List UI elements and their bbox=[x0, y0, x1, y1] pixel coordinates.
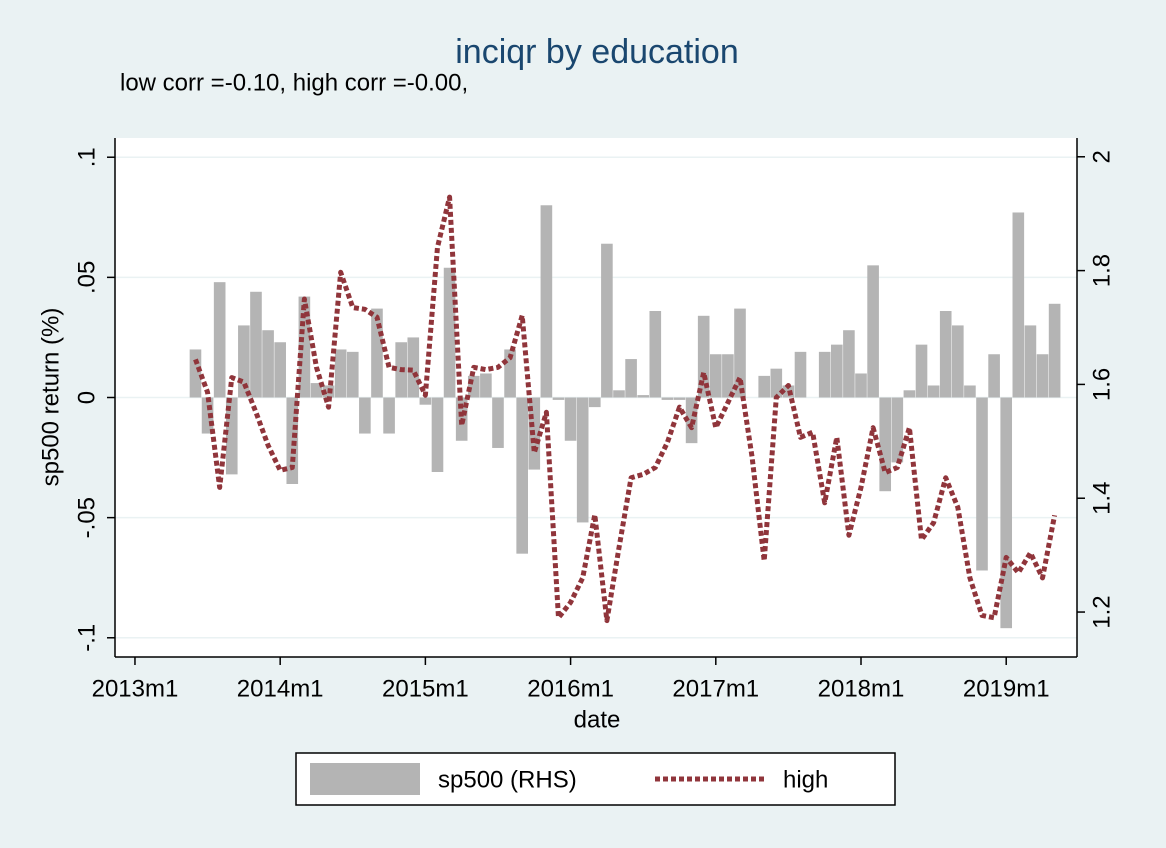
bar bbox=[915, 344, 928, 398]
bar bbox=[467, 375, 480, 398]
bar bbox=[359, 397, 371, 434]
bar bbox=[189, 349, 202, 398]
bar bbox=[613, 390, 625, 398]
bar bbox=[867, 265, 879, 398]
bar bbox=[262, 330, 274, 398]
x-tick-label: 2018m1 bbox=[818, 675, 905, 702]
bar bbox=[625, 359, 637, 398]
bar bbox=[697, 315, 710, 398]
bar bbox=[274, 342, 286, 398]
bar bbox=[855, 373, 867, 398]
y-axis-title: sp500 return (%) bbox=[37, 308, 64, 487]
bar bbox=[794, 351, 807, 398]
bar bbox=[371, 308, 383, 398]
bar bbox=[722, 354, 734, 398]
bar bbox=[564, 397, 577, 441]
y2-tick-label: 2 bbox=[1088, 150, 1115, 163]
bar bbox=[383, 397, 395, 434]
bar bbox=[225, 397, 238, 475]
y-tick-label: -.05 bbox=[73, 497, 100, 538]
y-tick-label: 0 bbox=[73, 391, 100, 404]
bar bbox=[588, 397, 601, 408]
bar bbox=[213, 282, 226, 398]
y-tick-label: .1 bbox=[73, 147, 100, 167]
x-tick-label: 2016m1 bbox=[527, 675, 614, 702]
bar bbox=[939, 311, 952, 398]
bar bbox=[1000, 397, 1013, 629]
bar bbox=[818, 351, 831, 398]
legend-swatch bbox=[310, 763, 420, 795]
y2-tick-label: 1.2 bbox=[1088, 595, 1115, 628]
bar bbox=[976, 397, 988, 571]
bar bbox=[238, 325, 250, 398]
legend-label: high bbox=[783, 766, 828, 793]
bar bbox=[843, 330, 855, 398]
bar bbox=[1036, 354, 1049, 398]
bar bbox=[988, 354, 1000, 398]
chart-title: inciqr by education bbox=[455, 33, 739, 71]
bar bbox=[298, 296, 311, 398]
bar bbox=[964, 385, 976, 398]
y2-tick-label: 1.4 bbox=[1088, 482, 1115, 515]
x-tick-label: 2015m1 bbox=[382, 675, 469, 702]
bar bbox=[407, 337, 420, 398]
bar bbox=[952, 325, 964, 398]
bar bbox=[576, 397, 589, 523]
bar bbox=[504, 349, 516, 398]
bar bbox=[879, 397, 892, 492]
bar bbox=[334, 349, 347, 398]
bar bbox=[1048, 303, 1061, 398]
bar bbox=[709, 354, 722, 398]
legend-label: sp500 (RHS) bbox=[438, 766, 577, 793]
bar bbox=[903, 390, 916, 398]
x-tick-label: 2013m1 bbox=[92, 675, 179, 702]
bar bbox=[601, 243, 613, 398]
bar bbox=[540, 205, 553, 398]
chart-subtitle: low corr =-0.10, high corr =-0.00, bbox=[120, 69, 468, 96]
x-tick-label: 2019m1 bbox=[963, 675, 1050, 702]
bar bbox=[250, 291, 262, 398]
bar bbox=[927, 385, 940, 398]
bar bbox=[431, 397, 444, 472]
x-tick-label: 2017m1 bbox=[672, 675, 759, 702]
bar bbox=[649, 311, 662, 398]
bar bbox=[492, 397, 504, 448]
x-tick-label: 2014m1 bbox=[237, 675, 324, 702]
y-tick-label: -.1 bbox=[73, 624, 100, 652]
y2-tick-label: 1.8 bbox=[1088, 254, 1115, 287]
bar bbox=[661, 397, 674, 400]
bar bbox=[770, 368, 783, 398]
line bbox=[193, 194, 1058, 624]
bar bbox=[830, 344, 843, 398]
bar bbox=[480, 373, 492, 398]
y2-tick-label: 1.6 bbox=[1088, 368, 1115, 401]
bar bbox=[673, 397, 686, 400]
bar bbox=[891, 397, 904, 463]
y-tick-label: .05 bbox=[73, 261, 100, 294]
x-axis-title: date bbox=[574, 706, 621, 733]
bar bbox=[637, 395, 650, 398]
bar bbox=[758, 375, 771, 398]
bar bbox=[734, 308, 746, 398]
bar bbox=[443, 267, 456, 398]
bar bbox=[516, 397, 528, 554]
bar bbox=[310, 383, 323, 398]
bar bbox=[419, 397, 432, 405]
bar bbox=[1012, 212, 1025, 398]
bar bbox=[201, 397, 214, 434]
bar bbox=[346, 351, 359, 398]
bar bbox=[552, 397, 565, 400]
bar bbox=[1024, 325, 1037, 398]
